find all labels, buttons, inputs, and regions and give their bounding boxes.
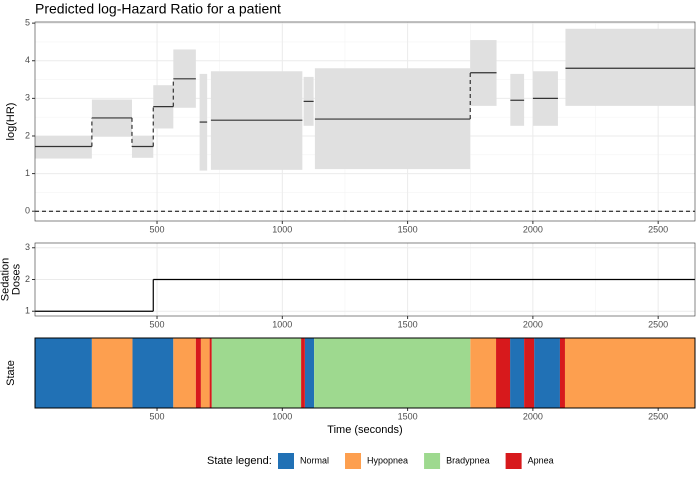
x-tick-label: 1000 — [272, 224, 292, 234]
state-segment — [314, 338, 471, 408]
x-tick-label: 500 — [150, 224, 165, 234]
legend-swatch — [278, 453, 294, 469]
y-axis-label: Sedation — [0, 258, 11, 301]
y-tick-label: 1 — [25, 168, 30, 178]
state-segment — [132, 338, 174, 408]
panel-border — [34, 21, 696, 222]
legend-label: Apnea — [528, 455, 554, 465]
x-tick-label: 1500 — [398, 319, 418, 329]
x-tick-label: 1000 — [272, 411, 292, 421]
state-segment — [211, 338, 302, 408]
state-segment — [496, 338, 511, 408]
legend-label: Normal — [300, 455, 329, 465]
x-tick-label: 500 — [150, 319, 165, 329]
x-tick-label: 1500 — [398, 224, 418, 234]
legend-swatch — [505, 453, 522, 469]
state-segment — [304, 338, 315, 408]
x-axis-label: Time (seconds) — [327, 424, 402, 436]
state-segment — [559, 338, 565, 408]
legend-label: Bradypnea — [446, 455, 490, 465]
legend-title: State legend: — [207, 455, 272, 467]
state-segment — [200, 338, 210, 408]
confidence-band — [565, 28, 695, 106]
y-tick-label: 4 — [25, 55, 30, 65]
y-tick-label: 1 — [25, 306, 30, 316]
state-segment — [470, 338, 497, 408]
state-segment — [524, 338, 535, 408]
y-tick-label: 2 — [25, 130, 30, 140]
y-axis-label: State — [5, 360, 17, 386]
y-axis-label: log(HR) — [5, 103, 17, 141]
legend-swatch — [424, 453, 441, 469]
x-tick-label: 2500 — [648, 411, 668, 421]
state-segment — [301, 338, 305, 408]
state-segment — [534, 338, 560, 408]
legend-label: Hypopnea — [367, 455, 408, 465]
panel-border — [34, 337, 696, 409]
x-tick-label: 2500 — [648, 319, 668, 329]
x-tick-label: 1500 — [398, 411, 418, 421]
y-tick-label: 3 — [25, 93, 30, 103]
state-segment — [209, 338, 212, 408]
state-segment — [173, 338, 196, 408]
y-tick-label: 0 — [25, 206, 30, 216]
state-segment — [91, 338, 133, 408]
state-segment — [195, 338, 201, 408]
panel-border — [34, 242, 696, 317]
x-tick-label: 1000 — [272, 319, 292, 329]
x-tick-label: 2000 — [523, 411, 543, 421]
x-tick-label: 2000 — [523, 224, 543, 234]
x-tick-label: 2500 — [648, 224, 668, 234]
state-segment — [35, 338, 92, 408]
state-segment — [510, 338, 525, 408]
y-tick-label: 2 — [25, 274, 30, 284]
y-tick-label: 3 — [25, 242, 30, 252]
confidence-band — [35, 135, 92, 159]
x-tick-label: 500 — [150, 411, 165, 421]
y-axis-label: Doses — [10, 263, 22, 295]
chart-title: Predicted log-Hazard Ratio for a patient — [35, 1, 281, 17]
state-segment — [564, 338, 695, 408]
x-tick-label: 2000 — [523, 319, 543, 329]
legend-swatch — [345, 453, 362, 469]
y-tick-label: 5 — [25, 18, 30, 28]
